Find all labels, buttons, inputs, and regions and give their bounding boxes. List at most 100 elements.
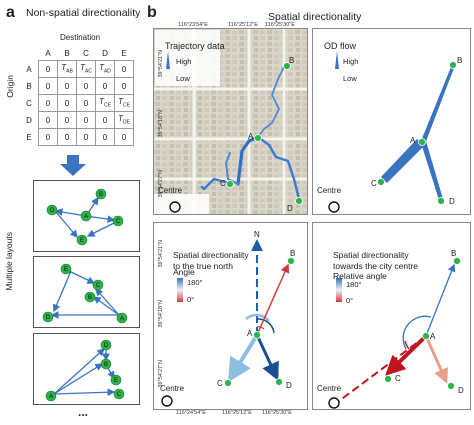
matrix-cell: 0 (57, 128, 77, 146)
matrix-row-header: A (26, 64, 32, 74)
flow-a-d (421, 141, 443, 200)
od-matrix: A B C D E A 0 TAB TAC TAD 0 B 0 0 0 0 0 … (20, 46, 134, 146)
destination-label: Destination (60, 33, 101, 42)
coord-bottom: 116°25'30"E (262, 410, 292, 416)
trajectory-map-canvas (154, 29, 307, 214)
relative-angle-legend-max: 180° (346, 280, 362, 289)
matrix-cell: TAD (95, 60, 115, 78)
node-c-label: C (371, 179, 377, 188)
layout-box-2: A C B E D (33, 256, 140, 328)
matrix-col-header: B (64, 48, 70, 58)
matrix-col-header: D (102, 48, 108, 58)
node-label: A (84, 214, 88, 220)
down-arrow-icon (60, 155, 86, 176)
matrix-cell: 0 (114, 128, 134, 146)
matrix-cell: TAB (57, 60, 77, 78)
node-label: E (80, 238, 84, 244)
coord-left: 39°54'18"N (158, 300, 164, 328)
node-b-label: B (289, 56, 295, 65)
node-a-label: A (430, 332, 436, 341)
matrix-row-header: B (26, 81, 32, 91)
panel-a-letter: a (6, 4, 15, 21)
node-b-label: B (457, 56, 463, 65)
node-d-label: D (286, 381, 292, 390)
coord-left: 39°54'18"N (158, 110, 164, 138)
node-label: B (99, 192, 103, 198)
network-layout-3: A D B E C (45, 339, 125, 402)
od-flow-title: OD flow (324, 41, 357, 51)
network-layout-2: A C B E D (42, 263, 128, 324)
matrix-cell: 0 (57, 94, 77, 112)
coord-left: 39°54'21"N (158, 240, 164, 268)
city-centre-title-1: Spatial directionality (333, 250, 409, 260)
matrix-cell: 0 (57, 77, 77, 95)
od-flow-map: OD flow High Low A B C D Centre (312, 28, 471, 215)
angle-legend-min: 0° (187, 295, 195, 304)
node-label: A (120, 316, 124, 322)
matrix-cell: 0 (38, 60, 58, 78)
matrix-cell: 0 (38, 94, 58, 112)
panel-b-title: Spatial directionality (268, 11, 362, 23)
origin-label: Origin (5, 75, 15, 98)
matrix-cell: TAC (76, 60, 96, 78)
true-north-map: Spatial directionality to the true north… (153, 222, 308, 410)
matrix-cell: 0 (38, 77, 58, 95)
matrix-cell: 0 (95, 77, 115, 95)
node-b-label: B (290, 249, 296, 258)
matrix-cell: 0 (76, 128, 96, 146)
centre-label: Centre (317, 186, 342, 195)
centre-label: Centre (158, 186, 183, 195)
node-a-label: A (247, 329, 253, 338)
od-flow-canvas (328, 51, 457, 213)
city-centre-map: Spatial directionality towards the city … (312, 222, 471, 410)
true-north-title-1: Spatial directionality (173, 250, 249, 260)
centre-marker (161, 395, 173, 407)
matrix-cell: 0 (76, 111, 96, 129)
coord-top: 116°23'54"E (178, 22, 208, 28)
flow-legend-wedge (166, 51, 170, 69)
angle-legend-max: 180° (187, 278, 203, 287)
relative-angle-legend-title: Relative angle (333, 271, 387, 281)
coord-top: 116°25'30"E (265, 22, 295, 28)
true-north-canvas (161, 239, 295, 407)
matrix-col-header: A (45, 48, 51, 58)
panel-a-title: Non-spatial directionality (26, 7, 141, 19)
multiple-layouts-label: Multiple layouts (4, 232, 14, 291)
matrix-cell: 0 (38, 128, 58, 146)
coord-left: 39°54'21"N (158, 50, 164, 78)
city-centre-canvas (328, 257, 461, 409)
coord-left: 39°54'27"N (158, 170, 164, 198)
ellipsis: ... (78, 405, 89, 419)
centre-marker (328, 397, 340, 409)
coord-top: 116°25'12"E (228, 22, 258, 28)
node-label: D (50, 208, 55, 214)
matrix-cell: 0 (95, 111, 115, 129)
north-label: N (254, 230, 260, 239)
node-label: D (104, 343, 109, 349)
layout-box-3: A D B E C (33, 333, 140, 405)
true-north-title-2: to the true north (173, 261, 234, 271)
trajectory-map: Trajectory data High Low A B C D Centre (153, 28, 308, 215)
centre-marker (328, 201, 340, 213)
node-label: C (116, 219, 121, 225)
legend-high: High (176, 57, 192, 66)
matrix-row-header: D (26, 115, 32, 125)
node-d-label: D (287, 204, 293, 213)
matrix-cell: 0 (114, 77, 134, 95)
node-label: B (88, 295, 92, 301)
matrix-cell: 0 (57, 111, 77, 129)
node-label: C (117, 392, 122, 398)
node-label: A (49, 394, 53, 400)
matrix-row-header: C (26, 98, 32, 108)
node-d-label: D (449, 197, 455, 206)
city-centre-title-2: towards the city centre (333, 261, 419, 271)
flow-a-b (421, 67, 454, 144)
node-b-label: B (451, 249, 457, 258)
node-label: E (64, 267, 68, 273)
matrix-cell: 0 (38, 111, 58, 129)
node-label: C (96, 283, 101, 289)
flow-a-c (381, 139, 425, 183)
node-c-label: C (217, 379, 223, 388)
node-label: E (114, 378, 118, 384)
node-label: D (46, 315, 51, 321)
